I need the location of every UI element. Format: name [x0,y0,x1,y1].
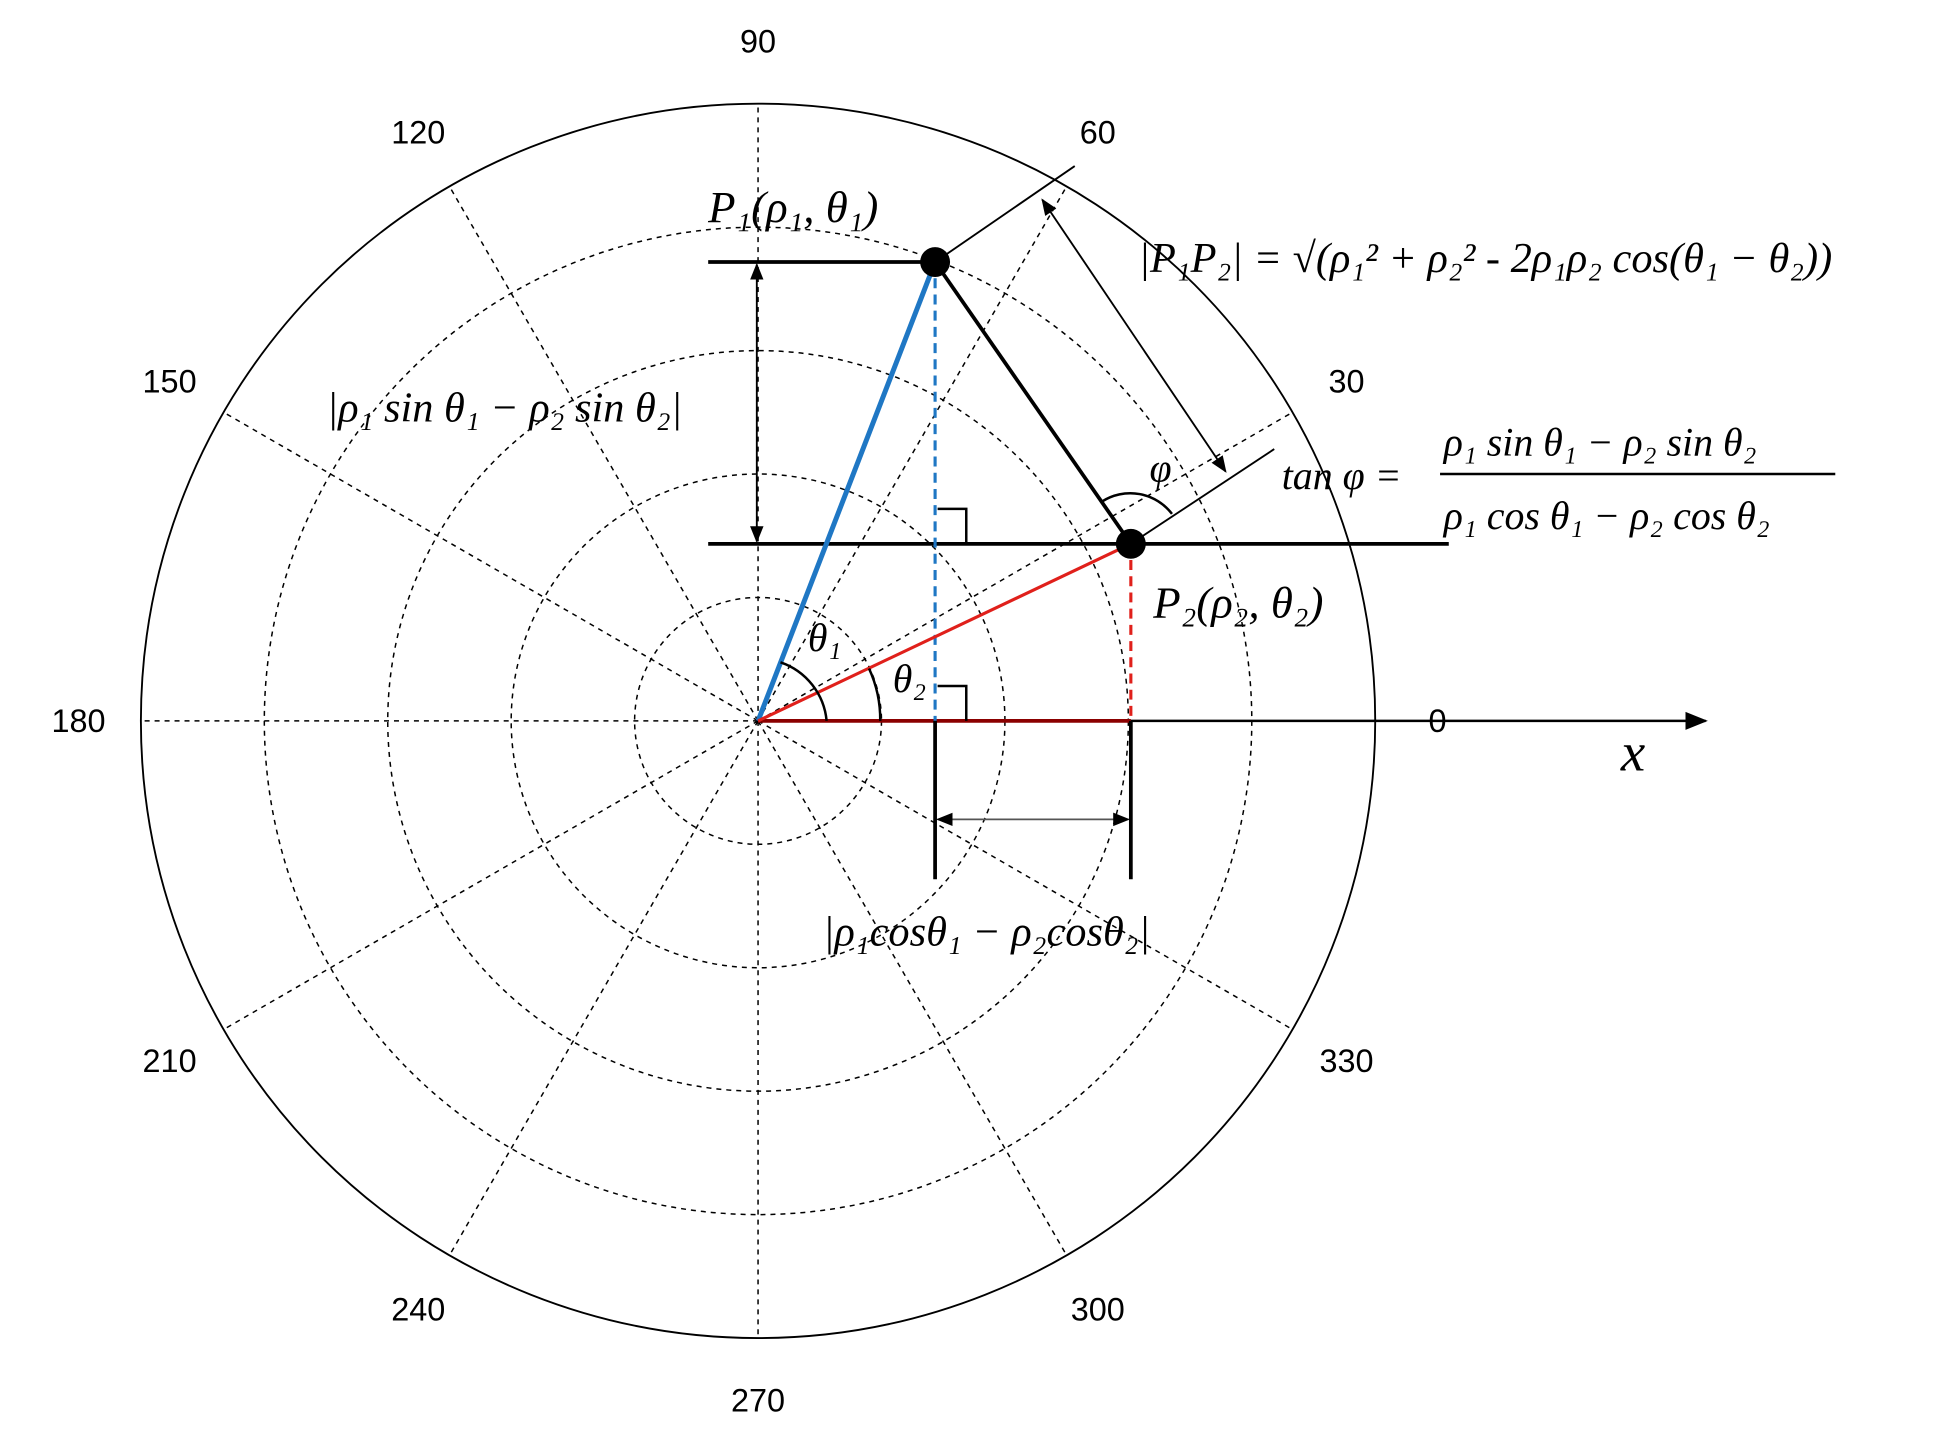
formula: |ρ₁cosθ₁ − ρ₂cosθ₂| [823,908,1150,955]
angle-label: 210 [143,1043,197,1079]
rho1 [755,261,938,722]
angle-label: 90 [740,24,776,60]
angle-arc [780,661,828,721]
formula: ρ₁ cos θ₁ − ρ₂ cos θ₂ [1442,493,1770,538]
formula: |P₁P₂| = √(ρ₁² + ρ₂² - 2ρ₁ρ₂ cos(θ₁ − θ₂… [1138,235,1832,282]
angle-labels: 0 30 60 90 120 150 180 210 240 270 300 330 [52,24,1447,1419]
dimension [1041,198,1227,473]
grid-spoke [223,411,759,722]
rho2 [757,542,1132,723]
angle-label: 60 [1080,115,1116,151]
angle-arc [1101,491,1173,515]
grid-spoke [757,720,1068,1256]
grid-spoke [757,411,1293,722]
formula: ρ₁ sin θ₁ − ρ₂ sin θ₂ [1442,419,1757,464]
point-label: P₁(ρ₁, θ₁) [707,182,878,232]
grid-spoke [223,720,759,1031]
angle-label: 300 [1071,1292,1125,1328]
angle-label: 30 [1328,363,1364,399]
annotations: x P₁(ρ₁, θ₁) P₂(ρ₂, θ₂) θ₁ θ₂ φ |P₁P₂| =… [327,182,1836,955]
grid-spoke [757,186,1068,722]
axis-label: x [1620,722,1645,783]
angle-label: 270 [731,1383,785,1419]
angle-label: 180 [52,703,106,739]
grid-spoke [448,720,759,1256]
right-angle [937,507,968,544]
angle-arc [867,667,882,721]
point-label: P₂(ρ₂, θ₂) [1152,577,1323,627]
segment [933,260,1133,545]
angle-label: 0 [1429,703,1447,739]
angle-label: 330 [1319,1043,1373,1079]
right-angle [937,684,968,721]
angle-label: 120 [391,115,445,151]
angle-label: φ [1150,445,1172,490]
extension [934,165,1076,263]
angle-label: θ₁ [808,615,841,660]
angle-label: 150 [143,363,197,399]
grid-spoke [757,720,1293,1031]
formula: tan φ = [1282,453,1402,498]
formula: |ρ₁ sin θ₁ − ρ₂ sin θ₂| [327,385,683,432]
angle-label: θ₂ [893,656,926,701]
grid-spoke [448,186,759,722]
angle-label: 240 [391,1292,445,1328]
construction [708,165,1708,880]
extension [1130,448,1275,545]
point [920,247,951,278]
point [1115,528,1146,559]
